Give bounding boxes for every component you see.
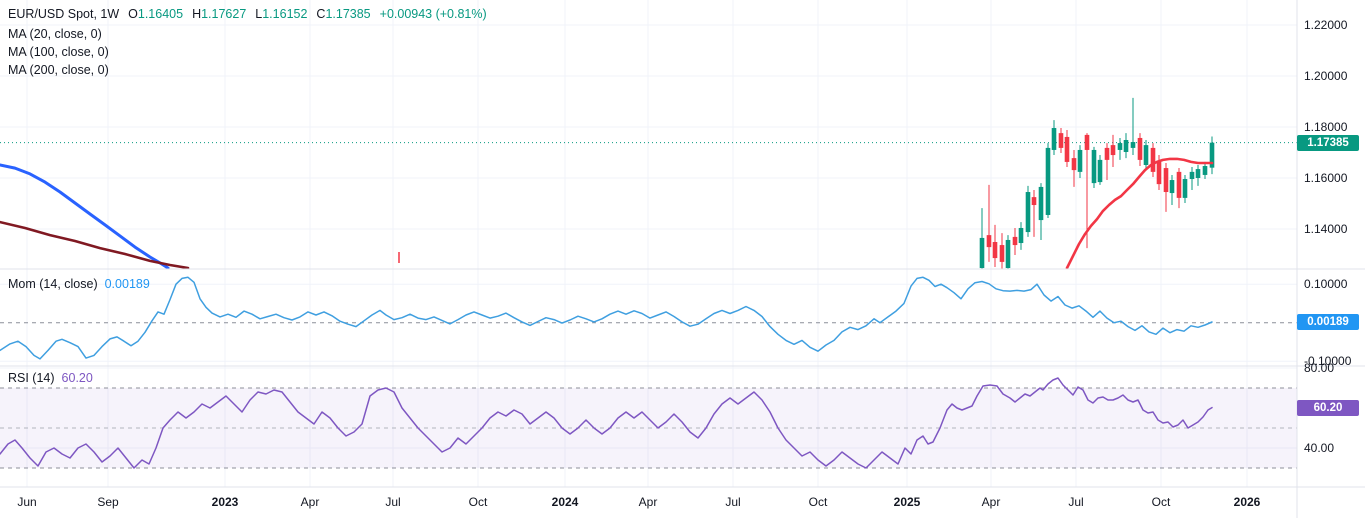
price-tick-label: 1.16000: [1304, 171, 1348, 185]
series-ma-100: [0, 163, 170, 269]
price-tick-label: 1.20000: [1304, 69, 1348, 83]
ma-legend-row-1[interactable]: MA (100, close, 0): [8, 45, 109, 59]
rsi-label[interactable]: RSI (14): [8, 371, 55, 385]
time-label-jul: Jul: [1068, 495, 1084, 509]
candle-body: [1169, 180, 1175, 194]
series-ma-200: [0, 220, 190, 269]
rsi-tick-label: 80.00: [1304, 361, 1335, 375]
candle-body: [1176, 171, 1182, 198]
candle-body: [1051, 128, 1057, 150]
time-label-oct: Oct: [1151, 495, 1171, 509]
time-label-jul: Jul: [725, 495, 741, 509]
time-label-apr: Apr: [300, 495, 320, 509]
series-momentum-14-close-: [0, 276, 1213, 360]
time-label-jul: Jul: [385, 495, 401, 509]
candle-body: [1058, 133, 1064, 148]
candle-body: [1084, 134, 1090, 150]
mom-label[interactable]: Mom (14, close): [8, 277, 98, 291]
time-label-2023: 2023: [211, 495, 239, 509]
mom-indicator-label: Mom (14, close) 0.00189: [8, 277, 150, 291]
time-label-apr: Apr: [981, 495, 1001, 509]
candle-body: [986, 235, 992, 248]
candle-body: [1117, 143, 1123, 150]
series-rsi-14-: [0, 377, 1213, 469]
time-label-oct: Oct: [468, 495, 488, 509]
candle-body: [1064, 136, 1070, 162]
rsi-value-badge: 60.20: [1297, 399, 1359, 416]
candle-body: [1110, 145, 1116, 156]
candle-body: [1071, 158, 1077, 171]
time-label-2025: 2025: [893, 495, 921, 509]
candle-body: [1123, 140, 1129, 152]
candle-body: [1130, 142, 1136, 148]
ma-legend-row-0[interactable]: MA (20, close, 0): [8, 27, 102, 41]
price-tick-label: 1.14000: [1304, 222, 1348, 236]
time-label-2026: 2026: [1233, 495, 1261, 509]
candle-body: [1182, 179, 1188, 198]
candle-body: [1143, 145, 1149, 165]
symbol-title[interactable]: EUR/USD Spot, 1W: [8, 7, 120, 21]
candle-body: [1005, 239, 1011, 269]
rsi-tick-label: 40.00: [1304, 441, 1335, 455]
candle-body: [1137, 137, 1143, 160]
candlestick-series: [979, 97, 1215, 269]
candle-body: [992, 242, 998, 259]
candle-body: [1150, 147, 1156, 172]
candle-body: [1097, 159, 1103, 183]
mom-value-badge: 0.00189: [1297, 313, 1359, 330]
candle-body: [1202, 166, 1208, 175]
candle-body: [1025, 192, 1031, 233]
symbol-header: EUR/USD Spot, 1W O1.16405 H1.17627 L1.16152…: [8, 7, 487, 21]
time-label-sep: Sep: [97, 495, 119, 509]
mom-value: 0.00189: [104, 277, 150, 291]
candle-body: [1045, 147, 1051, 215]
time-label-2024: 2024: [551, 495, 579, 509]
candle-body: [1031, 197, 1037, 206]
time-label-jun: Jun: [17, 495, 37, 509]
candle-body: [1038, 186, 1044, 221]
candle-body: [1077, 149, 1083, 172]
price-tick-label: 1.22000: [1304, 18, 1348, 32]
candle-body: [1091, 149, 1097, 184]
series-ma-20: [1065, 157, 1214, 269]
ohlc-h: H1.17627: [192, 7, 247, 21]
price-tick-label: 1.18000: [1304, 120, 1348, 134]
current-price-badge: 1.17385: [1297, 134, 1359, 151]
rsi-indicator-label: RSI (14) 60.20: [8, 371, 93, 385]
ohlc-o: O1.16405: [128, 7, 184, 21]
time-label-oct: Oct: [808, 495, 828, 509]
ohlc-c: C1.17385: [316, 7, 371, 21]
mom-tick-label: -0.10000: [1304, 354, 1352, 369]
candle-body: [1156, 161, 1162, 185]
price-change: +0.00943 (+0.81%): [379, 7, 487, 21]
candle-body: [1189, 171, 1195, 180]
candle-body: [1104, 147, 1110, 160]
mom-tick-label: 0.10000: [1304, 277, 1348, 292]
time-label-apr: Apr: [638, 495, 658, 509]
ohlc-l: L1.16152: [255, 7, 308, 21]
ma-legend-row-2[interactable]: MA (200, close, 0): [8, 63, 109, 77]
candle-body: [1209, 142, 1215, 168]
candle-body: [1195, 169, 1201, 178]
candle-body: [999, 245, 1005, 262]
candle-body: [1163, 168, 1169, 193]
candle-body: [1012, 236, 1018, 246]
rsi-value: 60.20: [61, 371, 93, 385]
candle-body: [1018, 227, 1024, 244]
candle-body: [979, 237, 985, 269]
